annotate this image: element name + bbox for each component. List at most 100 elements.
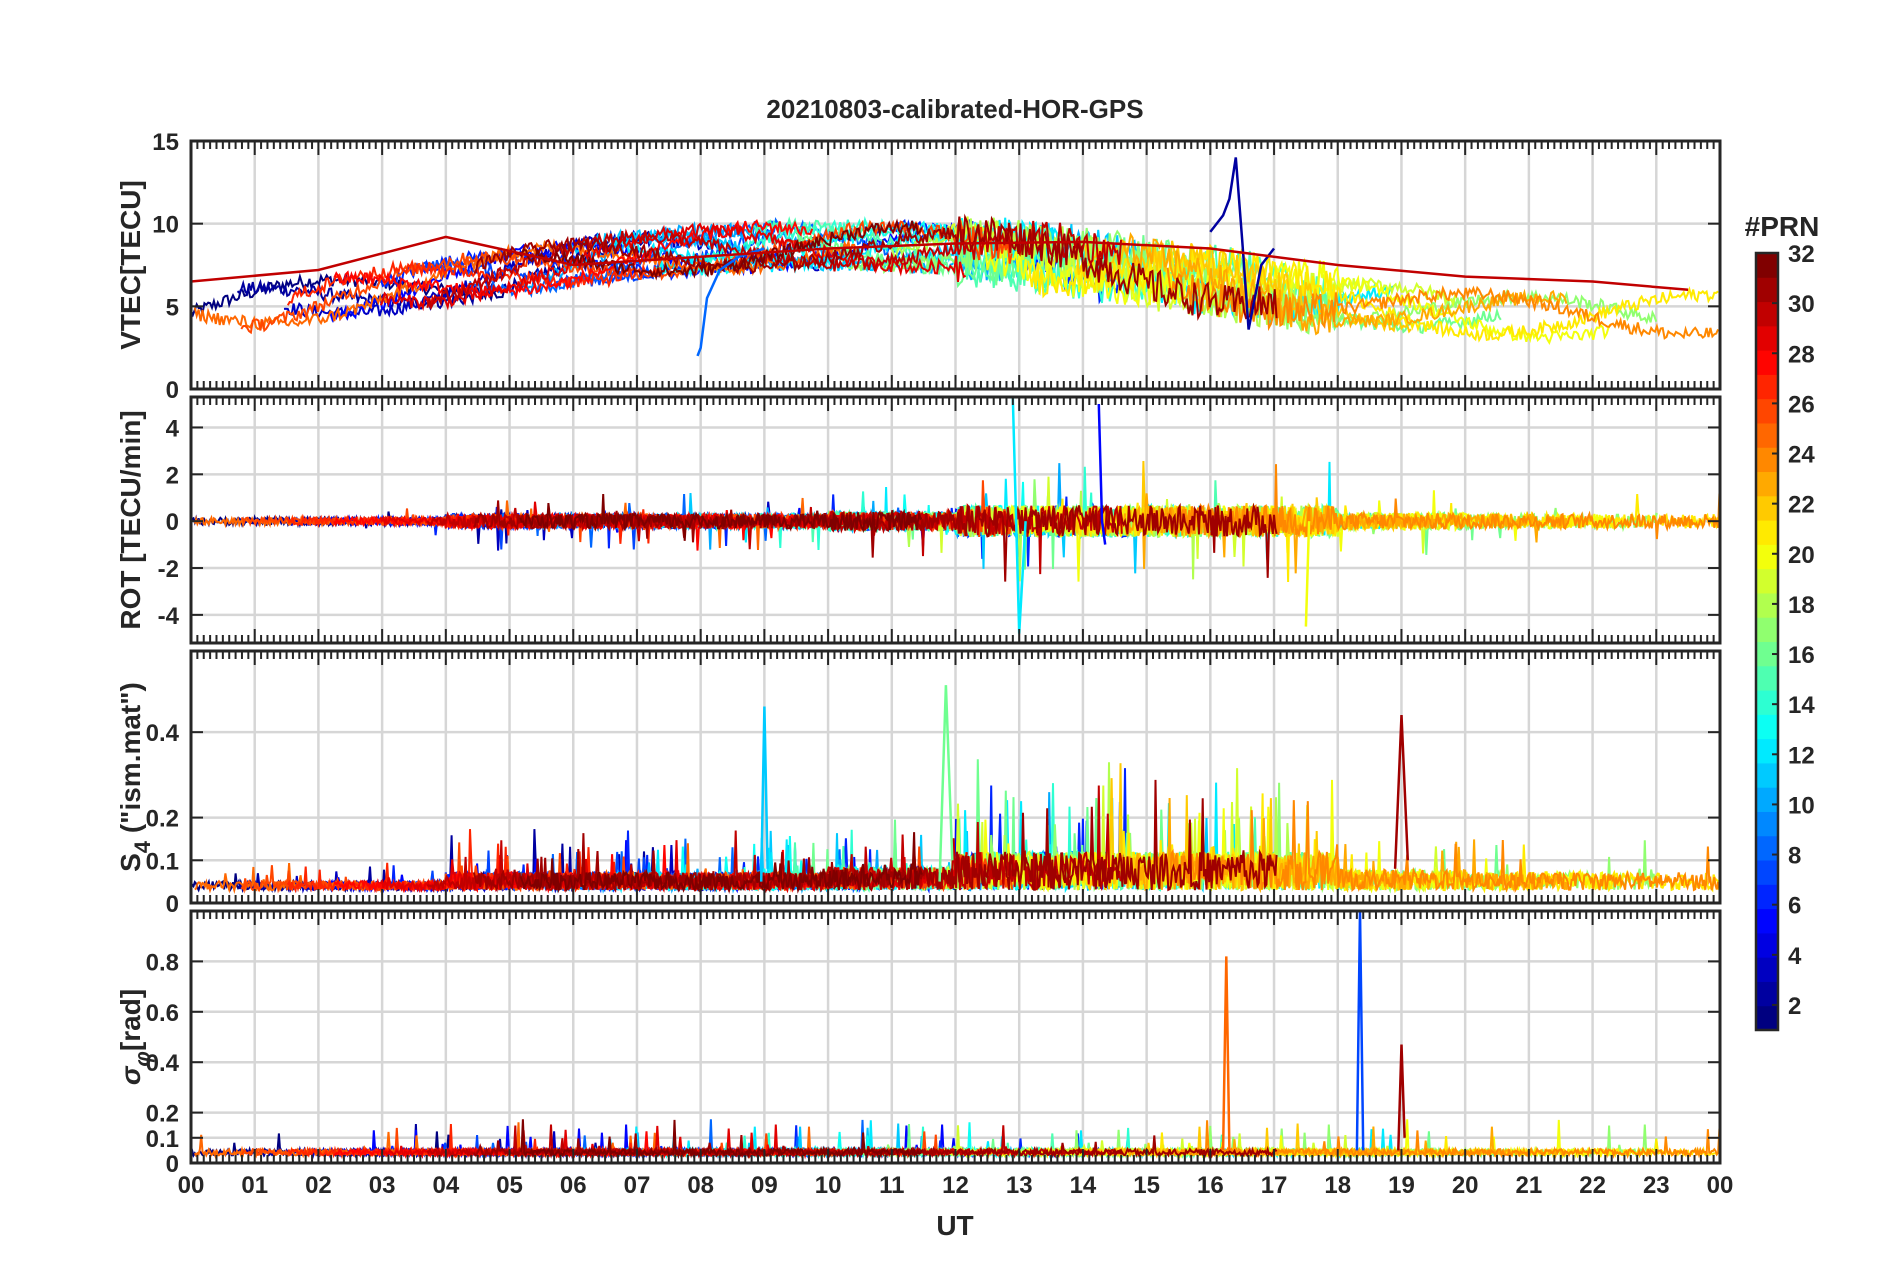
colorbar-swatch [1756, 495, 1778, 521]
colorbar-frame [1754, 251, 1780, 1032]
colorbar-label: #PRN [1745, 211, 1820, 242]
x-tick-label: 14 [1070, 1172, 1097, 1199]
y-tick-label: 0.6 [146, 1000, 179, 1027]
colorbar-tick-label: 8 [1788, 843, 1801, 870]
x-tick-label: 01 [241, 1172, 268, 1199]
colorbar-swatch [1756, 1005, 1778, 1031]
colorbar-tick-label: 22 [1788, 492, 1815, 519]
series-prn-11 [759, 706, 769, 882]
colorbar-swatch [1756, 981, 1778, 1007]
colorbar-swatch [1756, 617, 1778, 642]
colorbar-tick-label: 30 [1788, 291, 1815, 318]
x-axis-tick-labels: 00 01 02 03 04 05 06 07 08 09 10 11 12 13 14 15 16 17 18 19… [178, 1172, 1734, 1199]
y-tick-label: 0.4 [146, 720, 180, 747]
x-tick-label: 02 [305, 1172, 332, 1199]
x-tick-label: 05 [496, 1172, 523, 1199]
colorbar-swatch [1756, 811, 1778, 837]
y-tick-label: 0 [166, 1151, 179, 1178]
x-tick-label: 19 [1388, 1172, 1415, 1199]
colorbar-tick-label: 14 [1788, 692, 1815, 719]
colorbar-swatch [1756, 665, 1778, 691]
trace-prn-26 [240, 216, 1013, 335]
colorbar-tick-label: 20 [1788, 542, 1815, 569]
colorbar-swatch [1756, 568, 1778, 594]
y-tick-label: 0 [166, 509, 179, 536]
traces-sigma_phi [191, 911, 1720, 1160]
traces-s4 [191, 685, 1720, 895]
traces-vtec [191, 157, 1720, 357]
panel-s4: 0 0.1 0.2 0.4S4 ("ism.mat") [115, 649, 1722, 918]
panel-sigma-phi: 00.10.2 0.4 0.6 0.8 σφ[rad] [115, 909, 1722, 1178]
x-tick-label: 10 [815, 1172, 842, 1199]
colorbar-swatch [1756, 690, 1778, 715]
colorbar-tick-label: 12 [1788, 742, 1815, 769]
colorbar-swatch [1756, 447, 1778, 473]
x-tick-label: 16 [1197, 1172, 1224, 1199]
series-prn-31 [1393, 715, 1410, 869]
traces-rot [191, 397, 1720, 634]
colorbar-swatch [1756, 714, 1778, 740]
chart-title: 20210803-calibrated-HOR-GPS [766, 94, 1143, 124]
x-tick-label: 06 [560, 1172, 587, 1199]
trace-prn-31 [473, 500, 1278, 582]
colorbar-swatch [1756, 520, 1778, 545]
x-tick-label: 17 [1261, 1172, 1288, 1199]
y-tick-label: 15 [152, 129, 179, 156]
series-prn-7 [1355, 911, 1365, 1151]
colorbar-swatch [1756, 932, 1778, 958]
colorbar-swatch [1756, 762, 1778, 788]
colorbar-swatch [1756, 738, 1778, 764]
x-tick-label: 00 [178, 1172, 205, 1199]
y-tick-label: 0.1 [146, 848, 179, 875]
colorbar-swatch [1756, 641, 1778, 667]
y-tick-label: 0.2 [146, 1101, 179, 1128]
y-tick-label: 0.8 [146, 949, 179, 976]
trace-prn-21 [1027, 246, 1719, 343]
trace-prn-29 [379, 222, 967, 312]
colorbar-swatch [1756, 374, 1778, 400]
colorbar-tick-label: 24 [1788, 442, 1815, 469]
y-axis-label-rot: ROT [TECU/min] [115, 410, 146, 629]
y-tick-label: 0.1 [146, 1126, 179, 1153]
y-axis-label-sigma_phi: σφ[rad] [115, 989, 155, 1085]
colorbar-swatch [1756, 544, 1778, 570]
series-prn-5 [1097, 403, 1107, 545]
colorbar-tick-label: 10 [1788, 792, 1815, 819]
x-tick-label: 08 [687, 1172, 714, 1199]
series-prn-30 [191, 235, 1689, 292]
colorbar-swatch [1756, 957, 1778, 982]
colorbar-swatch [1756, 884, 1778, 910]
colorbar-tick-label: 4 [1788, 943, 1802, 970]
colorbar-swatch [1756, 253, 1778, 278]
y-tick-label: 2 [166, 462, 179, 489]
colorbar-swatch [1756, 277, 1778, 303]
series-prn-20 [1304, 521, 1311, 627]
trace-prn-32 [519, 832, 923, 895]
colorbar-swatch [1756, 422, 1778, 448]
trace-prn-22 [1073, 237, 1412, 334]
series-prn-8 [696, 247, 765, 357]
y-tick-label: 0 [166, 377, 179, 404]
y-tick-label: -2 [158, 556, 179, 583]
trace-prn-32 [519, 494, 923, 541]
x-tick-label: 09 [751, 1172, 778, 1199]
colorbar-swatch [1756, 398, 1778, 424]
x-tick-label: 15 [1133, 1172, 1160, 1199]
y-tick-label: 0.4 [146, 1050, 180, 1077]
x-tick-label: 07 [624, 1172, 651, 1199]
x-tick-label: 18 [1324, 1172, 1351, 1199]
colorbar-tick-label: 2 [1788, 993, 1801, 1020]
y-tick-label: 5 [166, 294, 179, 321]
series-prn-25 [1221, 956, 1231, 1151]
y-tick-label: 0 [166, 891, 179, 918]
series-prn-31 [1397, 1044, 1406, 1151]
colorbar-tick-label: 6 [1788, 893, 1801, 920]
series-prn-2 [1209, 157, 1275, 330]
y-tick-label: -4 [158, 603, 180, 630]
colorbar-tick-label: 16 [1788, 642, 1815, 669]
x-tick-label: 03 [369, 1172, 396, 1199]
panel-rot: -4 -2 0 2 4 ROT [TECU/min] [115, 395, 1722, 645]
y-tick-label: 4 [166, 415, 180, 442]
